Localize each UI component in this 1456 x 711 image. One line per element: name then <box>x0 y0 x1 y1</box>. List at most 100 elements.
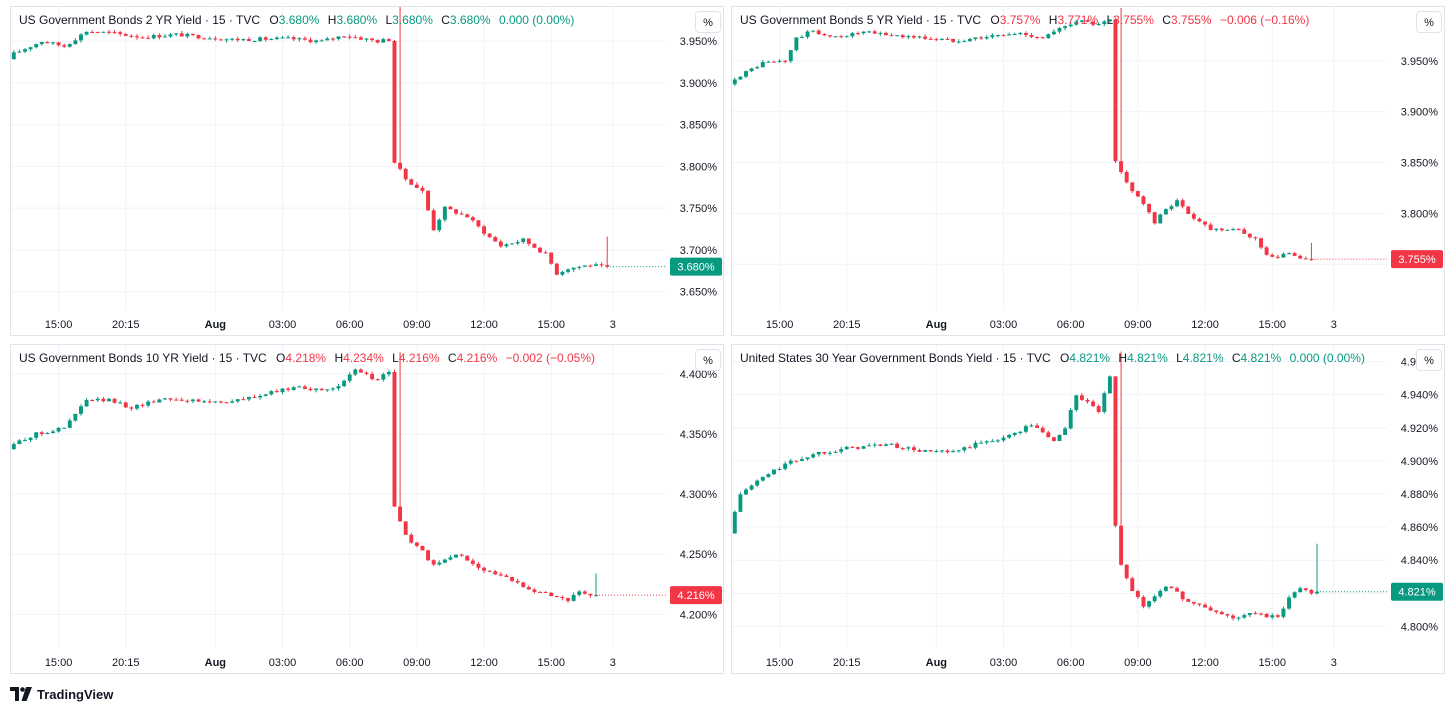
candle-body <box>599 264 604 266</box>
candle-body <box>1191 213 1196 219</box>
candle-body <box>1085 20 1090 22</box>
candle-body <box>286 37 291 39</box>
candle-body <box>101 398 106 402</box>
candle-body <box>448 206 453 210</box>
candle-body <box>605 264 610 267</box>
candle-body <box>1158 590 1163 597</box>
candle-body <box>844 36 849 38</box>
candle-body <box>783 60 788 62</box>
x-tick-label: 09:00 <box>1124 319 1152 331</box>
y-tick-label: 3.950% <box>1401 56 1439 68</box>
chart-panel-10yr[interactable]: 4.200% 4.250% 4.300% 4.350% 4.400% 15:00 20:15… <box>10 344 724 674</box>
candle-body <box>532 589 537 592</box>
percent-scale-button[interactable]: % <box>1416 349 1442 371</box>
symbol-title[interactable]: US Government Bonds 2 YR Yield · 15 · TV… <box>19 13 261 27</box>
candle-body <box>732 79 737 85</box>
ohlc-low: 3.755% <box>1113 13 1154 27</box>
candle-body <box>1102 21 1107 25</box>
candle-body <box>1163 209 1168 215</box>
candle-body <box>1225 614 1230 616</box>
candle-body <box>582 591 587 594</box>
candle-body <box>889 443 894 445</box>
candle-body <box>1281 253 1286 258</box>
candle-body <box>297 38 302 40</box>
candle-body <box>118 32 123 34</box>
last-price-badge <box>670 257 722 276</box>
candle-body <box>800 459 804 461</box>
candle-body <box>302 38 307 40</box>
y-tick-label: 3.950% <box>680 36 718 48</box>
candle-body <box>258 395 263 398</box>
candle-body <box>465 555 470 561</box>
y-tick-label: 4.400% <box>680 369 718 381</box>
candle-body <box>213 401 218 403</box>
candle-body <box>448 557 453 560</box>
candle-body <box>107 31 111 33</box>
tradingview-brand[interactable]: TradingView <box>10 684 113 704</box>
candle-body <box>504 244 509 247</box>
candle-body <box>207 38 212 40</box>
percent-scale-button[interactable]: % <box>1416 11 1442 33</box>
chart-panel-5yr[interactable]: 3.750%3.800%3.850%3.900%3.950%15:0020:15… <box>731 6 1445 336</box>
candle-body <box>1163 586 1168 591</box>
last-price-label: 3.755% <box>1398 254 1436 266</box>
chart-plot-30yr[interactable]: 4.800%4.820%4.840%4.860%4.880%4.900%4.92… <box>732 345 1445 674</box>
candle-body <box>805 457 810 460</box>
candle-body <box>543 592 548 594</box>
candle-body <box>482 567 487 571</box>
candle-body <box>738 76 743 80</box>
candle-body <box>162 398 167 400</box>
candle-body <box>129 35 134 37</box>
candle-body <box>190 399 195 402</box>
candle-body <box>95 398 100 401</box>
price-change: −0.002 (−0.05%) <box>505 351 596 365</box>
candle-body <box>594 264 598 266</box>
symbol-title[interactable]: US Government Bonds 10 YR Yield · 15 · T… <box>19 351 267 365</box>
chart-panel-2yr[interactable]: 3.650% 3.700% 3.750% 3.800% 3.850% 3.900% 3.95… <box>10 6 724 336</box>
percent-scale-button[interactable]: % <box>695 349 721 371</box>
candle-body <box>878 32 883 34</box>
candle-body <box>230 38 235 40</box>
candle-body <box>398 162 403 169</box>
chart-plot-2yr[interactable]: 3.650% 3.700% 3.750% 3.800% 3.850% 3.900% 3.95… <box>11 7 724 336</box>
x-tick-label: 06:00 <box>1057 657 1085 669</box>
chart-plot-10yr[interactable]: 4.200% 4.250% 4.300% 4.350% 4.400% 15:00 20:15… <box>11 345 724 674</box>
candle-body <box>1001 35 1006 37</box>
percent-scale-button[interactable]: % <box>695 11 721 33</box>
candle-body <box>990 441 995 443</box>
candle-body <box>1275 615 1280 617</box>
candle-body <box>386 39 391 41</box>
candle-body <box>330 38 335 40</box>
candle-body <box>51 42 55 44</box>
chart-plot-5yr[interactable]: 3.750%3.800%3.850%3.900%3.950%15:0020:15… <box>732 7 1445 336</box>
candle-body <box>878 444 883 446</box>
candle-body <box>123 402 128 408</box>
candle-body <box>185 33 190 37</box>
candle-body <box>872 444 877 446</box>
candle-body <box>498 574 503 576</box>
candle-body <box>1169 586 1174 589</box>
candle-body <box>928 38 933 40</box>
candle-body <box>1124 564 1129 579</box>
candle-body <box>1007 34 1012 36</box>
symbol-title[interactable]: United States 30 Year Government Bonds Y… <box>740 351 1051 365</box>
candle-body <box>1057 28 1062 32</box>
candle-body <box>532 243 537 248</box>
candle-body <box>470 217 475 221</box>
candle-body <box>246 396 251 400</box>
candle-body <box>990 35 995 38</box>
candle-body <box>895 443 900 449</box>
x-tick-label: 12:00 <box>1191 319 1219 331</box>
ohlc-open: 3.757% <box>999 13 1041 27</box>
candle-body <box>538 591 542 593</box>
candle-body <box>772 61 776 63</box>
chart-panel-30yr[interactable]: 4.800%4.820%4.840%4.860%4.880%4.900%4.92… <box>731 344 1445 674</box>
x-tick-label: Aug <box>926 657 947 669</box>
candle-body <box>995 440 1000 442</box>
candle-body <box>850 446 855 448</box>
symbol-title[interactable]: US Government Bonds 5 YR Yield · 15 · TV… <box>740 13 982 27</box>
candle-body <box>577 266 582 268</box>
last-price-label: 4.821% <box>1398 587 1436 599</box>
candle-body <box>1242 615 1247 618</box>
candle-body <box>732 511 737 534</box>
